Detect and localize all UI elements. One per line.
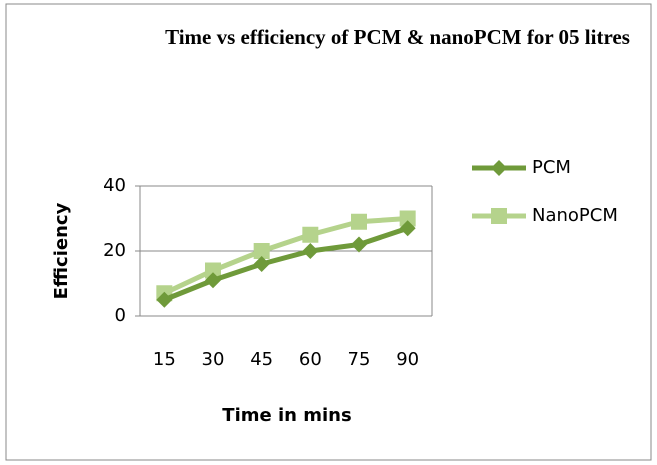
- marker: [399, 210, 416, 227]
- chart-title: Time vs efficiency of PCM & nanoPCM for …: [165, 25, 630, 49]
- legend-label: PCM: [532, 157, 571, 178]
- marker: [302, 226, 319, 243]
- y-tick-label: 20: [103, 240, 126, 261]
- series-line: [163, 216, 408, 296]
- marker: [205, 262, 221, 279]
- marker: [156, 291, 173, 308]
- y-tick-label: 0: [115, 305, 126, 326]
- marker: [491, 208, 507, 224]
- marker: [205, 272, 221, 289]
- marker: [399, 220, 416, 237]
- x-axis-label: Time in mins: [222, 405, 351, 426]
- marker: [351, 213, 367, 230]
- x-tick-label: 75: [348, 349, 371, 370]
- legend-label: NanoPCM: [532, 205, 618, 226]
- y-tick-label: 40: [103, 175, 126, 196]
- y-axis-label: Efficiency: [51, 202, 72, 299]
- marker: [351, 236, 367, 253]
- x-tick-label: 60: [299, 349, 322, 370]
- marker: [253, 243, 270, 259]
- x-tick-label: 45: [250, 349, 273, 370]
- x-tick-label: 90: [396, 349, 419, 370]
- series-line: [163, 225, 409, 303]
- x-tick-label: 15: [153, 349, 176, 370]
- x-tick-label: 30: [202, 349, 225, 370]
- marker: [253, 256, 270, 272]
- marker: [491, 160, 507, 176]
- marker: [302, 243, 319, 259]
